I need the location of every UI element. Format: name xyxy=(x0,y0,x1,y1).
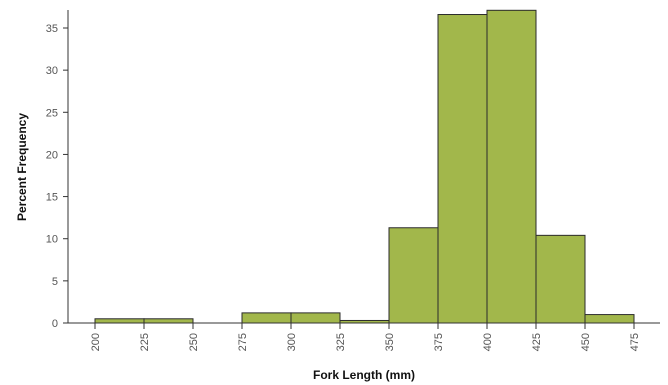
y-tick-label: 5 xyxy=(52,276,58,288)
y-axis-ticks: 0 5 10 15 20 25 30 35 xyxy=(46,23,68,330)
x-tick-label: 275 xyxy=(237,333,249,351)
x-tick-label: 450 xyxy=(580,333,592,351)
histogram-bar-350-375 xyxy=(388,227,439,324)
histogram-bar-200-225 xyxy=(94,318,145,324)
histogram-bar-425-450 xyxy=(535,234,586,324)
x-tick-label: 250 xyxy=(188,333,200,351)
x-axis-title: Fork Length (mm) xyxy=(313,368,415,382)
x-tick-label: 400 xyxy=(482,333,494,351)
histogram-bar-300-325 xyxy=(290,312,341,324)
x-axis-ticks: 200 225 250 275 300 325 350 375 400 425 450 475 xyxy=(90,323,641,351)
y-tick-label: 10 xyxy=(46,234,58,246)
y-tick-label: 15 xyxy=(46,192,58,204)
y-axis-title: Percent Frequency xyxy=(15,113,29,221)
x-tick-label: 475 xyxy=(629,333,641,351)
x-tick-label: 425 xyxy=(531,333,543,351)
x-tick-label: 350 xyxy=(384,333,396,351)
x-tick-label: 325 xyxy=(335,333,347,351)
histogram-bar-275-300 xyxy=(241,312,292,324)
y-tick-label: 30 xyxy=(46,65,58,77)
histogram-bar-400-425 xyxy=(486,9,537,324)
x-tick-label: 300 xyxy=(286,333,298,351)
bars-group xyxy=(94,9,635,324)
histogram-bar-450-475 xyxy=(584,314,635,324)
x-tick-label: 225 xyxy=(139,333,151,351)
histogram-bar-225-250 xyxy=(143,318,194,324)
x-tick-label: 200 xyxy=(90,333,102,351)
y-tick-label: 25 xyxy=(46,107,58,119)
x-tick-label: 375 xyxy=(433,333,445,351)
y-tick-label: 35 xyxy=(46,23,58,35)
histogram-bar-375-400 xyxy=(437,14,488,324)
y-tick-label: 20 xyxy=(46,149,58,161)
y-tick-label: 0 xyxy=(52,318,58,330)
